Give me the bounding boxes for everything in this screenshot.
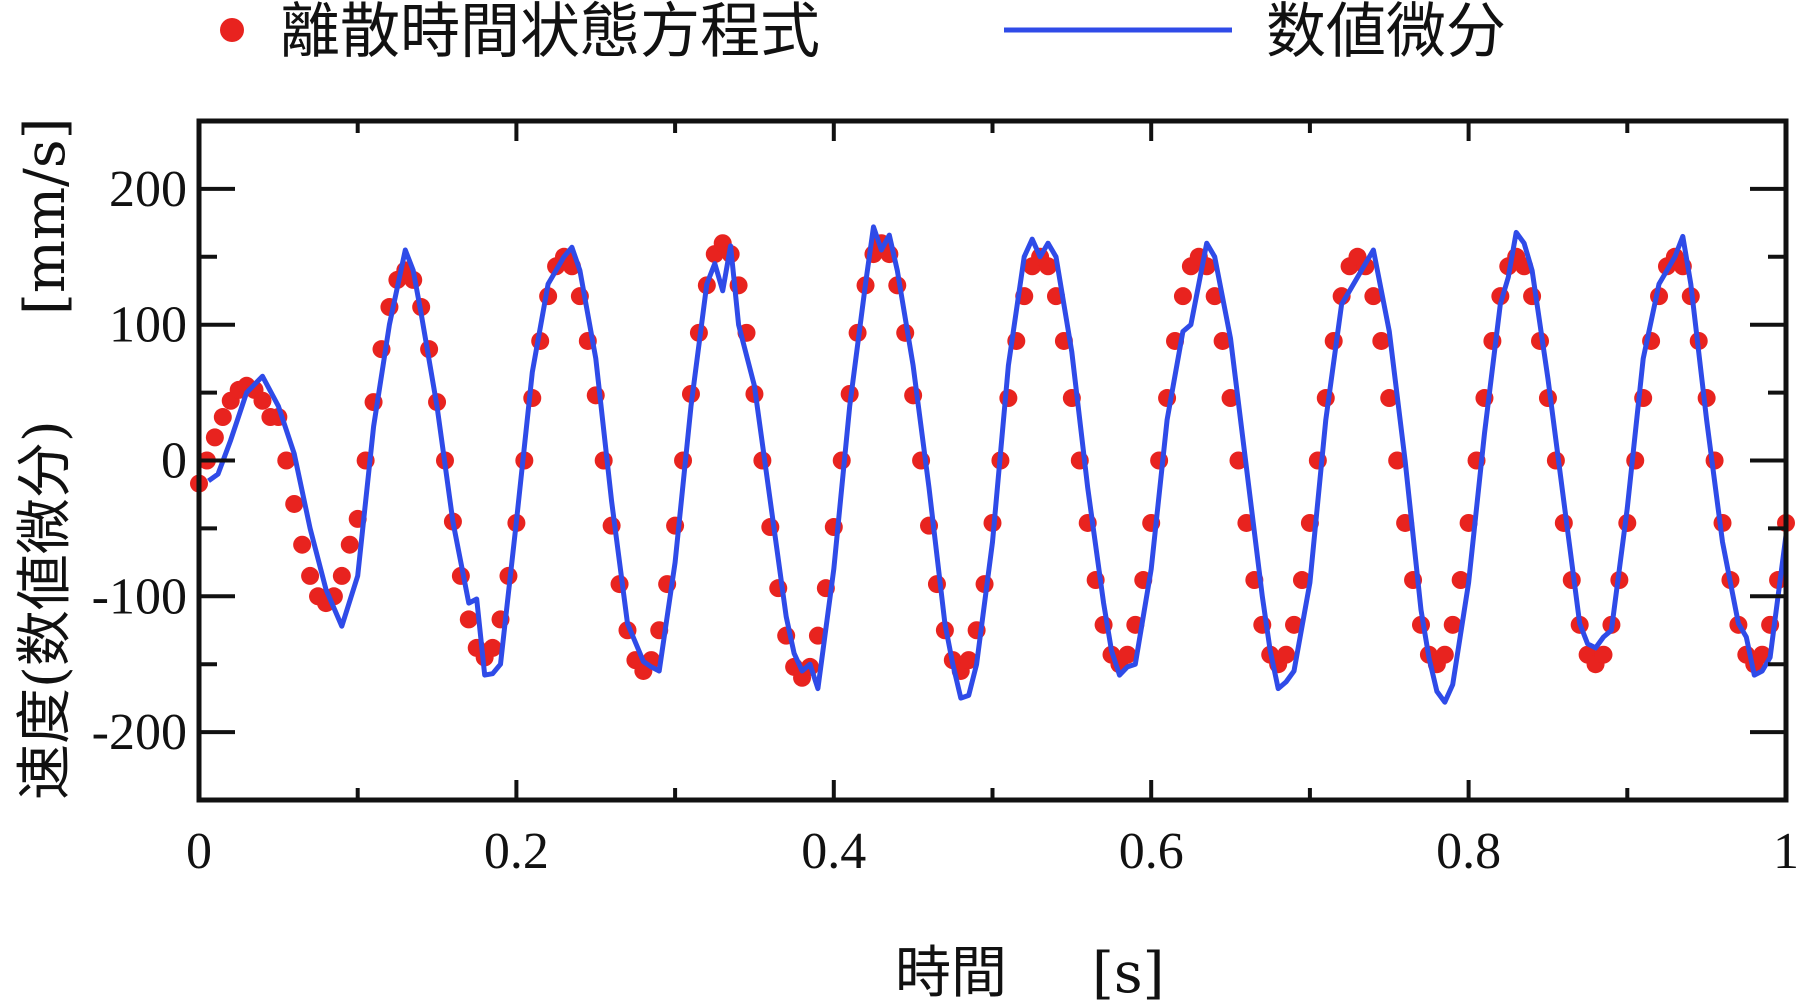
y-tick-label: 0 <box>161 433 187 490</box>
legend: 離散時間状態方程式 数値微分 <box>220 0 1506 67</box>
data-point-discrete <box>1364 287 1383 306</box>
data-point-discrete <box>253 391 272 410</box>
x-tick-label: 0.2 <box>484 823 549 880</box>
y-tick-label: -200 <box>92 704 187 761</box>
data-point-discrete <box>1213 331 1232 350</box>
data-point-discrete <box>1594 645 1613 664</box>
data-point-discrete <box>1435 645 1454 664</box>
x-axis-title: 時間 <box>895 941 1007 1006</box>
x-axis-unit: [s] <box>1092 941 1164 1006</box>
data-layer <box>190 224 1795 705</box>
data-point-discrete <box>301 566 320 585</box>
y-tick-label: 200 <box>109 161 187 218</box>
data-point-discrete <box>1173 287 1192 306</box>
series-line-numeric <box>207 224 1789 705</box>
data-point-discrete <box>959 651 978 670</box>
data-point-discrete <box>277 451 296 470</box>
data-point-discrete <box>1118 645 1137 664</box>
legend-label-numeric: 数値微分 <box>1266 0 1506 67</box>
data-point-discrete <box>1292 571 1311 590</box>
y-axis-title: 速度(数値微分) <box>13 420 78 800</box>
data-point-discrete <box>459 610 478 629</box>
y-axis-unit: [mm/s] <box>13 117 78 315</box>
data-point-discrete <box>1380 389 1399 408</box>
x-tick-label: 0.8 <box>1436 823 1501 880</box>
data-point-discrete <box>213 408 232 427</box>
data-point-discrete <box>293 535 312 554</box>
legend-label-discrete: 離散時間状態方程式 <box>280 0 820 67</box>
data-point-discrete <box>1443 615 1462 634</box>
data-point-discrete <box>1277 645 1296 664</box>
data-point-discrete <box>1451 571 1470 590</box>
x-tick-label: 0.4 <box>801 823 866 880</box>
data-point-discrete <box>285 494 304 513</box>
ticks: 0 0.2 0.4 0.6 0.8 1 -200 -100 0 100 200 <box>92 121 1796 880</box>
data-point-discrete <box>1388 451 1407 470</box>
data-point-discrete <box>332 566 351 585</box>
x-tick-label: 0.6 <box>1119 823 1184 880</box>
legend-marker-discrete <box>220 18 244 42</box>
data-point-discrete <box>1285 615 1304 634</box>
y-tick-label: -100 <box>92 568 187 625</box>
data-point-discrete <box>340 535 359 554</box>
x-tick-label: 1 <box>1773 823 1796 880</box>
data-point-discrete <box>1372 331 1391 350</box>
x-tick-label: 0 <box>186 823 212 880</box>
data-point-discrete <box>1039 257 1058 276</box>
data-point-discrete <box>483 638 502 657</box>
y-tick-label: 100 <box>109 297 187 354</box>
data-point-discrete <box>205 428 224 447</box>
